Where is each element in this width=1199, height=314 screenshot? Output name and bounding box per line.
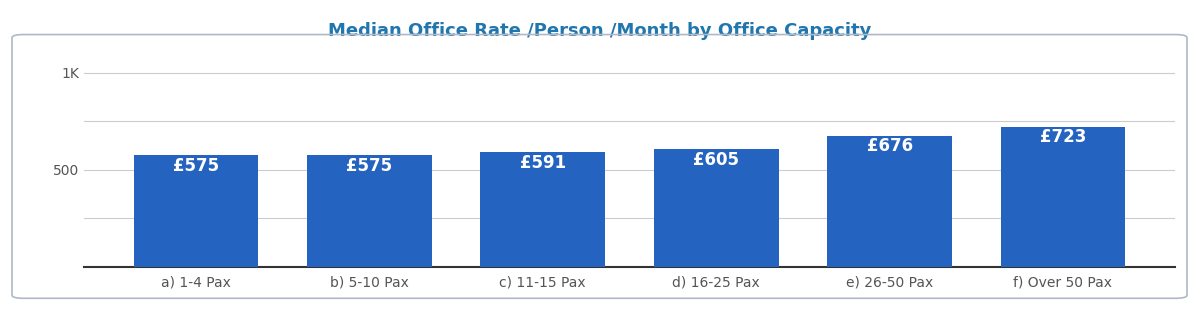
Text: £605: £605 [693,151,739,169]
Text: £591: £591 [519,154,566,172]
Text: £676: £676 [867,137,912,155]
Bar [827,136,952,267]
Text: £575: £575 [347,157,392,175]
Bar [653,149,778,267]
Bar [481,152,605,267]
Text: £575: £575 [173,157,219,175]
Bar [133,155,258,267]
Text: Median Office Rate /Person /Month by Office Capacity: Median Office Rate /Person /Month by Off… [327,22,872,40]
Bar [1001,127,1126,267]
Bar [307,155,432,267]
Text: £723: £723 [1040,128,1086,146]
